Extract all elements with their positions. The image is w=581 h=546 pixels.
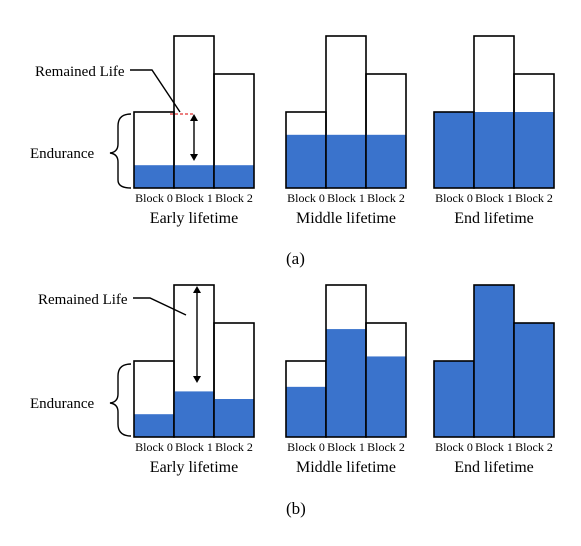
block-label: Block 2 <box>367 191 405 205</box>
block-label: Block 0 <box>135 191 173 205</box>
block-label: Block 1 <box>475 191 513 205</box>
stage-caption: Early lifetime <box>150 210 238 227</box>
used-endurance-fill <box>434 112 474 188</box>
block-label: Block 0 <box>435 440 473 454</box>
arrow-head-up-b <box>193 286 201 293</box>
block-outline <box>513 322 555 438</box>
remained-life-label-a: Remained Life <box>35 64 125 80</box>
used-endurance-fill <box>174 391 214 437</box>
used-endurance-fill <box>286 134 326 188</box>
block-label: Block 1 <box>175 191 213 205</box>
block-label: Block 2 <box>515 191 553 205</box>
used-endurance-fill <box>366 356 406 437</box>
block-label: Block 1 <box>475 440 513 454</box>
endurance-label-b: Endurance <box>30 396 94 412</box>
block-label: Block 1 <box>175 440 213 454</box>
used-endurance-fill <box>514 112 554 188</box>
panel-a-annotations: Remained Life Endurance <box>30 64 198 189</box>
used-endurance-fill <box>434 361 474 437</box>
block-label: Block 2 <box>367 440 405 454</box>
block-label: Block 0 <box>287 440 325 454</box>
block-label: Block 0 <box>435 191 473 205</box>
endurance-brace-b <box>109 363 132 437</box>
panel-label-b: (b) <box>286 499 306 518</box>
remained-life-leader-a <box>130 69 181 113</box>
stage-caption: End lifetime <box>454 459 534 476</box>
stage-caption: Middle lifetime <box>296 210 396 227</box>
bars-layer <box>133 35 555 438</box>
used-endurance-fill <box>286 386 326 437</box>
block-label: Block 2 <box>515 440 553 454</box>
block-outline <box>365 73 407 189</box>
arrow-head-down-a <box>190 154 198 161</box>
block-outline <box>513 73 555 189</box>
used-endurance-fill <box>514 323 554 437</box>
used-endurance-fill <box>326 134 366 188</box>
used-endurance-fill <box>134 414 174 437</box>
block-outline <box>213 73 255 189</box>
used-endurance-fill <box>174 165 214 188</box>
used-endurance-fill <box>214 399 254 437</box>
block-outline <box>365 322 407 438</box>
endurance-brace-a <box>109 113 132 189</box>
block-label: Block 0 <box>135 440 173 454</box>
stage-caption: Middle lifetime <box>296 459 396 476</box>
used-endurance-fill <box>326 329 366 437</box>
used-endurance-fill <box>474 285 514 437</box>
stage-caption: End lifetime <box>454 210 534 227</box>
used-endurance-fill <box>214 165 254 188</box>
block-label: Block 1 <box>327 440 365 454</box>
stage-caption: Early lifetime <box>150 459 238 476</box>
block-label: Block 2 <box>215 191 253 205</box>
panel-label-a: (a) <box>286 249 305 268</box>
used-endurance-fill <box>134 165 174 188</box>
used-endurance-fill <box>366 134 406 188</box>
arrow-head-down-b <box>193 376 201 383</box>
arrow-head-up-a <box>190 114 198 121</box>
block-label: Block 2 <box>215 440 253 454</box>
remained-life-leader-b <box>133 297 187 316</box>
endurance-label-a: Endurance <box>30 146 94 162</box>
block-label: Block 0 <box>287 191 325 205</box>
used-endurance-fill <box>474 112 514 188</box>
panel-b-annotations: Remained Life Endurance <box>30 286 201 437</box>
block-outline <box>213 322 255 438</box>
remained-life-label-b: Remained Life <box>38 292 128 308</box>
block-label: Block 1 <box>327 191 365 205</box>
